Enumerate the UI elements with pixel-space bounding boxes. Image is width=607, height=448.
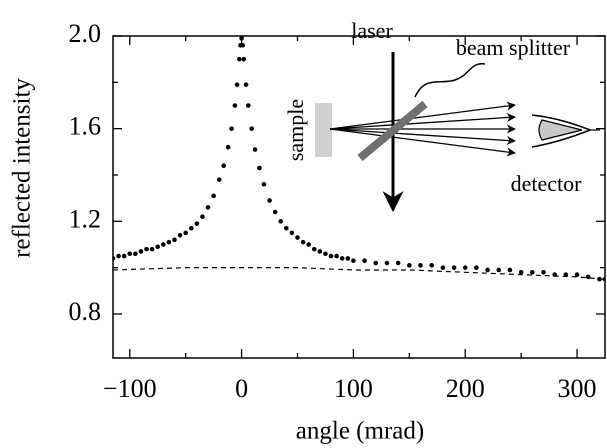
data-point — [418, 263, 423, 268]
data-point — [585, 274, 591, 280]
data-point — [241, 56, 247, 62]
data-point — [278, 219, 284, 224]
y-tick-label: 1.6 — [69, 112, 102, 141]
data-point — [261, 181, 267, 187]
data-point — [161, 242, 166, 247]
data-point — [530, 269, 535, 275]
x-tick-label: 300 — [558, 374, 597, 403]
annotation: beam splitter — [456, 35, 571, 60]
data-point — [474, 265, 479, 270]
data-point — [272, 209, 278, 215]
x-axis-label: angle (mrad) — [296, 418, 424, 445]
data-point — [166, 239, 172, 245]
data-point — [200, 214, 205, 219]
data-point — [339, 256, 345, 261]
data-point — [229, 126, 234, 131]
y-tick-label: 2.0 — [69, 19, 102, 48]
data-point — [563, 272, 569, 277]
data-point — [205, 205, 211, 210]
annotation: laser — [351, 18, 393, 43]
data-point — [155, 244, 161, 250]
data-point — [362, 258, 367, 264]
data-point — [183, 230, 188, 236]
data-point — [384, 260, 390, 266]
beam-splitter-shape — [357, 100, 428, 162]
inset-diagram: laser beam splitter sample detector — [283, 18, 600, 213]
data-point — [225, 144, 231, 150]
detector-shape — [538, 119, 583, 141]
data-point — [246, 103, 251, 108]
data-point — [429, 263, 434, 268]
data-point — [133, 251, 138, 257]
data-point — [300, 239, 306, 245]
x-tick-label: 200 — [446, 374, 485, 403]
data-point — [221, 163, 226, 169]
data-point — [121, 253, 127, 259]
data-point — [541, 269, 546, 275]
data-point — [144, 246, 149, 252]
x-tick-label: 0 — [235, 374, 248, 403]
data-point — [267, 198, 272, 203]
pointer-line — [414, 63, 486, 98]
data-point — [234, 82, 240, 87]
data-point — [243, 82, 249, 87]
data-point — [518, 269, 524, 275]
data-point — [507, 267, 513, 273]
data-point — [116, 253, 121, 259]
annotation: sample — [283, 99, 308, 161]
data-point — [252, 147, 258, 152]
data-point — [407, 263, 412, 268]
data-point — [451, 265, 457, 270]
data-point — [232, 103, 238, 108]
data-point — [138, 249, 144, 254]
x-tick-label: −100 — [103, 374, 157, 403]
data-point — [328, 253, 334, 259]
data-point — [113, 256, 116, 261]
rays — [329, 101, 516, 157]
data-point — [257, 165, 262, 171]
annotation: detector — [511, 171, 583, 196]
sample-shape — [315, 103, 332, 157]
data-point — [323, 251, 328, 257]
y-tick-label: 1.2 — [69, 204, 102, 233]
data-point — [334, 253, 339, 259]
data-point — [188, 225, 194, 231]
data-point — [373, 260, 379, 266]
data-point — [295, 235, 300, 240]
data-point — [306, 242, 311, 247]
y-tick-label: 0.8 — [69, 297, 102, 326]
data-point — [395, 260, 401, 266]
data-point — [440, 265, 446, 270]
data-point — [311, 246, 317, 252]
data-point — [127, 251, 133, 257]
plot-frame — [112, 35, 606, 359]
data-point — [345, 256, 351, 261]
data-point — [149, 246, 155, 252]
data-point — [602, 276, 605, 282]
data-point — [317, 249, 323, 254]
x-tick-label: 100 — [334, 374, 373, 403]
data-point — [249, 126, 254, 131]
data-point — [172, 237, 177, 243]
y-axis-label: reflected intensity — [9, 78, 36, 258]
data-point — [496, 267, 502, 273]
data-point — [574, 272, 580, 277]
data-point — [284, 225, 289, 231]
data-point — [462, 265, 468, 270]
data-point — [177, 232, 183, 238]
data-point — [289, 230, 295, 236]
data-point — [485, 267, 490, 273]
data-point — [216, 177, 222, 182]
data-point — [194, 221, 200, 226]
plot-area — [113, 36, 605, 282]
data-point — [351, 258, 356, 264]
dashed-line — [113, 267, 605, 280]
data-point — [211, 193, 216, 199]
data-point — [237, 56, 242, 62]
